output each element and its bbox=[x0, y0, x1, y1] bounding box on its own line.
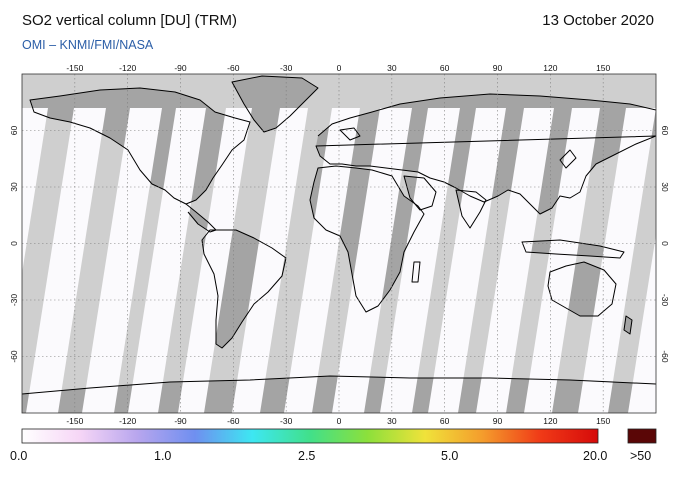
coastlines bbox=[22, 75, 656, 395]
lon-tick-label-top: -60 bbox=[227, 63, 240, 73]
lon-tick-label-top: -30 bbox=[280, 63, 293, 73]
date-label: 13 October 2020 bbox=[542, 12, 654, 29]
lat-tick-label-right: -60 bbox=[660, 350, 670, 363]
lon-tick-label-bottom: 90 bbox=[493, 416, 503, 426]
colorbar-label-3: 5.0 bbox=[441, 449, 459, 463]
lon-tick-label-bottom: 60 bbox=[440, 416, 450, 426]
lon-tick-label-top: -150 bbox=[66, 63, 83, 73]
measurement-swaths bbox=[22, 108, 656, 413]
lon-tick-label-top: -90 bbox=[174, 63, 187, 73]
lon-tick-label-bottom: 30 bbox=[387, 416, 397, 426]
lon-tick-label-top: 30 bbox=[387, 63, 397, 73]
graticule bbox=[22, 74, 656, 413]
colorbar-overflow-swatch bbox=[627, 428, 657, 444]
colorbar-label-4: 20.0 bbox=[583, 449, 608, 463]
colorbar-label-1: 1.0 bbox=[154, 449, 172, 463]
lon-tick-label-top: 120 bbox=[543, 63, 557, 73]
lat-tick-label-left: 60 bbox=[9, 126, 19, 136]
lon-tick-label-top: 150 bbox=[596, 63, 610, 73]
colorbar bbox=[21, 428, 599, 444]
lat-tick-label-right: 60 bbox=[660, 126, 670, 136]
lat-tick-label-left: 0 bbox=[9, 241, 19, 246]
map-frame bbox=[21, 73, 657, 414]
colorbar-label-0: 0.0 bbox=[10, 449, 28, 463]
axis-ticks: -150 -150 -120 -120 -90 -90 -60 -60 -30 -30 0 0 30 30… bbox=[9, 63, 670, 426]
lon-tick-label-bottom: 0 bbox=[337, 416, 342, 426]
lat-tick-label-left: -60 bbox=[9, 350, 19, 363]
lon-tick-label-bottom: 120 bbox=[543, 416, 557, 426]
lon-tick-label-bottom: -30 bbox=[280, 416, 293, 426]
lon-tick-label-top: 0 bbox=[337, 63, 342, 73]
lat-tick-label-left: -30 bbox=[9, 294, 19, 307]
lon-tick-label-bottom: -120 bbox=[119, 416, 136, 426]
title: SO2 vertical column [DU] (TRM) bbox=[22, 12, 238, 29]
credit-label: OMI – KNMI/FMI/NASA bbox=[22, 38, 154, 52]
colorbar-label-2: 2.5 bbox=[298, 449, 316, 463]
lat-tick-label-right: 30 bbox=[660, 182, 670, 192]
colorbar-label-5: >50 bbox=[630, 449, 652, 463]
lon-tick-label-bottom: -90 bbox=[174, 416, 187, 426]
lon-tick-label-top: -120 bbox=[119, 63, 136, 73]
lon-tick-label-bottom: 150 bbox=[596, 416, 610, 426]
lat-tick-label-left: 30 bbox=[9, 182, 19, 192]
lat-tick-label-right: -30 bbox=[660, 294, 670, 307]
lon-tick-label-bottom: -150 bbox=[66, 416, 83, 426]
lon-tick-label-top: 60 bbox=[440, 63, 450, 73]
lon-tick-label-top: 90 bbox=[493, 63, 503, 73]
lat-tick-label-right: 0 bbox=[660, 241, 670, 246]
lon-tick-label-bottom: -60 bbox=[227, 416, 240, 426]
